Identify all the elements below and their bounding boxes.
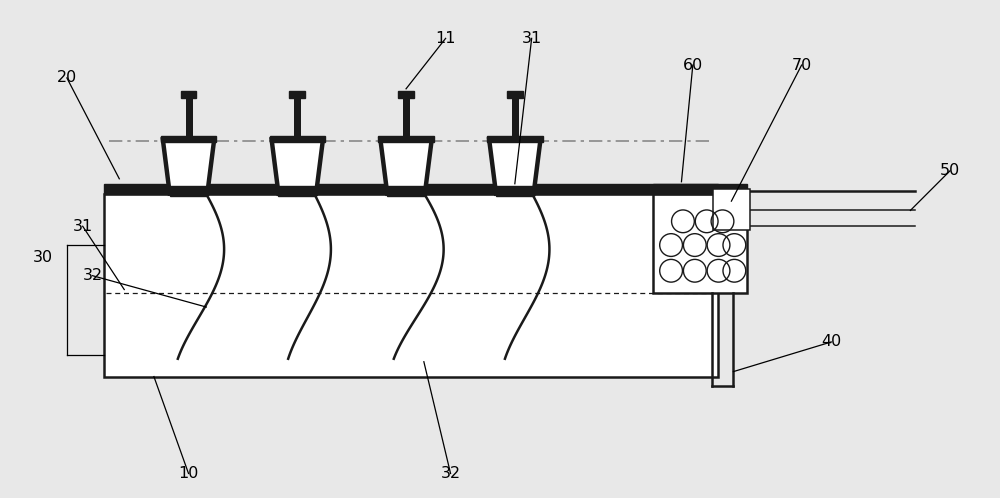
- Text: 20: 20: [57, 70, 77, 86]
- Text: 11: 11: [435, 31, 456, 46]
- Text: 60: 60: [683, 58, 703, 73]
- Text: 32: 32: [83, 268, 103, 283]
- Bar: [496, 186, 534, 196]
- Text: 30: 30: [33, 250, 53, 265]
- Text: 50: 50: [940, 163, 960, 178]
- Text: 31: 31: [522, 31, 542, 46]
- Bar: [104, 194, 718, 376]
- Polygon shape: [272, 139, 323, 194]
- Bar: [653, 184, 747, 194]
- Bar: [170, 186, 207, 196]
- Bar: [653, 194, 747, 292]
- Bar: [270, 136, 325, 142]
- Polygon shape: [163, 139, 214, 194]
- Bar: [507, 91, 523, 98]
- Bar: [289, 91, 305, 98]
- Bar: [161, 136, 216, 142]
- Bar: [378, 136, 434, 142]
- Text: 32: 32: [440, 466, 461, 481]
- Text: 70: 70: [791, 58, 812, 73]
- Bar: [104, 184, 718, 194]
- Text: 10: 10: [178, 466, 199, 481]
- Bar: [181, 91, 196, 98]
- Bar: [713, 189, 750, 230]
- Bar: [487, 136, 543, 142]
- Bar: [398, 91, 414, 98]
- Polygon shape: [489, 139, 541, 194]
- Polygon shape: [380, 139, 432, 194]
- Text: 31: 31: [73, 219, 93, 234]
- Bar: [387, 186, 425, 196]
- Bar: [278, 186, 316, 196]
- Text: 40: 40: [821, 335, 841, 350]
